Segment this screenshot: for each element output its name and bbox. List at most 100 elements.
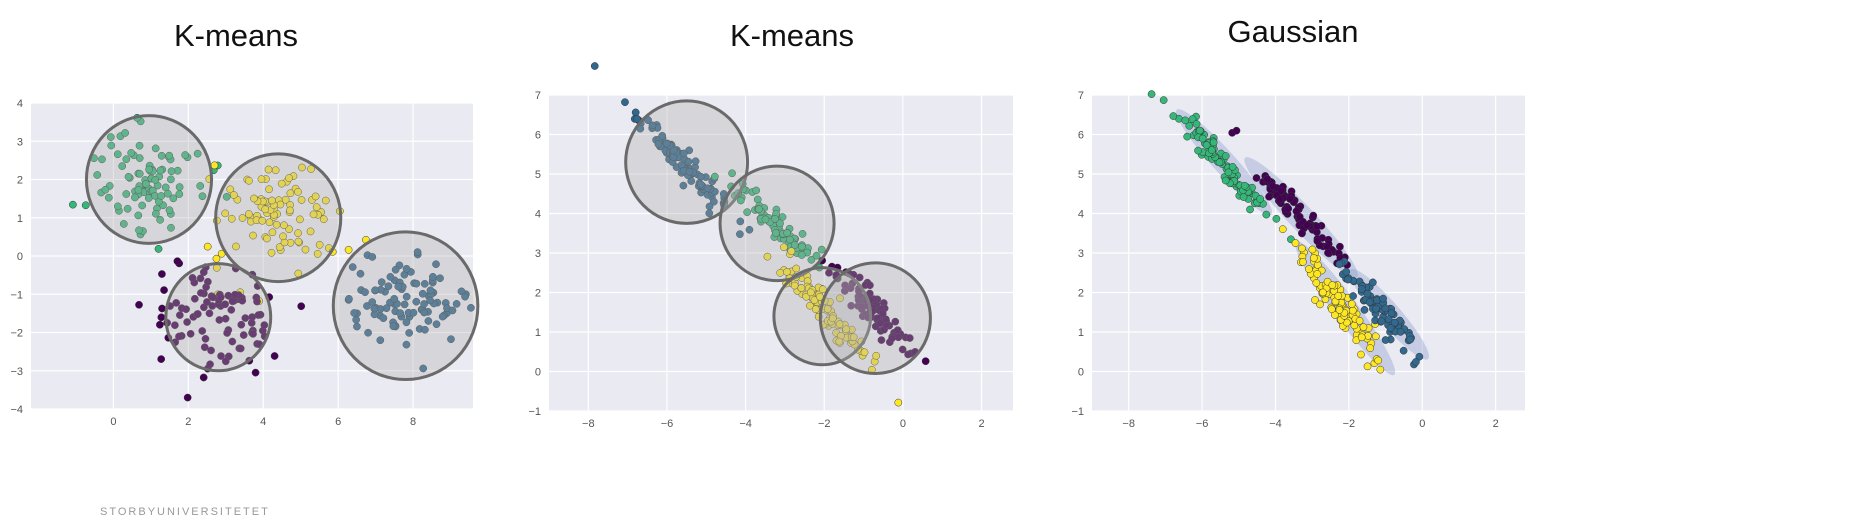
data-point [855,297,864,305]
data-point [209,166,218,175]
data-point [221,209,230,218]
data-point [1277,193,1286,202]
data-point [1175,114,1183,123]
data-point [1359,323,1368,331]
data-point [158,270,166,278]
data-point [1298,244,1306,253]
data-point [1358,282,1367,291]
data-point [294,237,303,246]
data-point [803,277,812,285]
data-point [1312,279,1321,287]
data-point [188,274,197,282]
data-point [823,306,831,315]
data-point [173,166,182,175]
data-point [282,177,291,186]
data-point [825,314,834,323]
data-point [818,256,827,265]
data-point [1294,203,1303,212]
data-point [1327,283,1336,292]
data-point [1325,249,1333,258]
data-point [1321,280,1330,289]
data-point [389,322,398,331]
data-point [353,322,361,331]
data-point [772,229,780,237]
data-point [866,281,874,290]
data-point [1318,234,1327,242]
x-tick-label: −6 [661,418,674,430]
data-point [1283,210,1292,218]
data-point [894,333,903,342]
data-point [151,144,160,153]
data-point [780,243,788,252]
data-point [1311,249,1319,258]
data-point [272,220,281,229]
data-point [847,339,855,347]
data-point [273,210,282,218]
x-tick-label: −2 [818,418,831,430]
data-point [861,281,870,289]
data-point [226,185,235,194]
data-point [1357,333,1366,342]
data-point [244,210,253,218]
data-point [258,197,267,206]
data-point [1290,196,1299,205]
data-point [138,201,147,210]
data-point [427,290,436,298]
data-point [1200,130,1208,139]
data-point [710,174,719,183]
data-point [863,278,872,287]
data-point [1335,249,1343,258]
data-point [462,290,470,299]
data-point [865,289,874,298]
data-point [400,300,409,309]
data-point [855,284,863,293]
data-point [1195,128,1203,136]
x-tick-label: 2 [978,418,984,430]
data-point [803,248,811,257]
y-tick-label: 1 [535,327,541,339]
data-point [1208,155,1216,163]
data-point [370,304,379,313]
data-point [227,214,236,223]
data-point [658,131,667,140]
data-point [1325,290,1333,298]
data-point [1355,316,1364,325]
data-point [1377,317,1385,326]
data-point [186,329,195,338]
data-point [778,213,787,221]
data-point [265,185,273,194]
data-point [209,293,217,302]
data-point [792,273,801,281]
data-point [1324,235,1333,244]
data-point [384,282,393,291]
data-point [227,293,236,302]
data-point [165,153,173,162]
x-tick-label: 6 [335,416,341,428]
data-point [672,163,681,171]
data-point [797,274,806,282]
data-point [793,249,801,257]
data-point [797,251,806,259]
data-point [1313,222,1321,231]
data-point [1248,189,1256,197]
data-point [286,238,295,247]
data-point [870,357,879,366]
data-point [127,149,136,157]
data-point [757,214,765,223]
data-point [870,295,878,304]
data-point [1331,311,1339,319]
data-point [1255,199,1264,208]
data-point [294,269,303,278]
data-point [230,191,238,199]
data-point [413,248,422,256]
data-point [1183,132,1192,141]
data-point [394,282,403,291]
data-point [644,116,652,124]
data-point [1311,296,1319,304]
data-point [693,170,702,179]
data-point [853,345,862,354]
data-point [1394,321,1402,330]
data-point [755,205,763,214]
data-point [1407,334,1415,342]
data-point [256,310,265,319]
